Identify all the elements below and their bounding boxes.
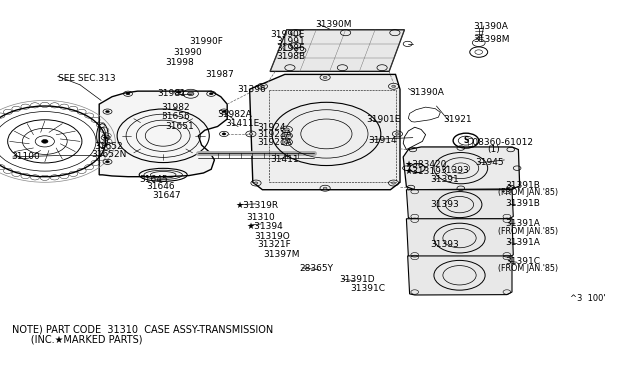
Circle shape xyxy=(323,76,327,78)
Text: 31393: 31393 xyxy=(430,200,459,209)
Text: 3198B: 3198B xyxy=(276,52,306,61)
Text: 31990: 31990 xyxy=(173,48,202,57)
Circle shape xyxy=(106,161,109,163)
Text: 31901E: 31901E xyxy=(366,115,401,124)
Text: 31393: 31393 xyxy=(430,240,459,249)
Text: 31987: 31987 xyxy=(205,70,234,79)
Polygon shape xyxy=(270,30,404,71)
Text: SEE SEC.313: SEE SEC.313 xyxy=(58,74,115,83)
Text: 31990F: 31990F xyxy=(189,37,223,46)
Text: S: S xyxy=(463,136,468,145)
Circle shape xyxy=(410,164,425,173)
Text: 31924: 31924 xyxy=(257,123,286,132)
Text: 31982A: 31982A xyxy=(218,110,252,119)
Circle shape xyxy=(260,85,264,87)
Text: ^3  100': ^3 100' xyxy=(570,294,605,303)
Circle shape xyxy=(126,93,130,95)
Text: 倃08360-61012: 倃08360-61012 xyxy=(467,138,533,147)
Circle shape xyxy=(254,182,258,184)
Text: 31646: 31646 xyxy=(146,182,175,191)
Text: 31998: 31998 xyxy=(165,58,194,67)
Text: 31390M: 31390M xyxy=(315,20,351,29)
Circle shape xyxy=(177,91,181,93)
Text: ★383420: ★383420 xyxy=(404,160,447,169)
Text: 31921A: 31921A xyxy=(257,130,292,139)
Polygon shape xyxy=(408,256,512,295)
Text: 31990E: 31990E xyxy=(270,31,305,39)
Polygon shape xyxy=(403,147,520,190)
Polygon shape xyxy=(250,74,400,190)
Circle shape xyxy=(323,187,327,189)
Text: 31391: 31391 xyxy=(430,175,459,184)
Circle shape xyxy=(104,137,108,139)
Polygon shape xyxy=(406,190,513,219)
Circle shape xyxy=(392,182,396,184)
Text: 31100: 31100 xyxy=(12,153,40,161)
Text: 31391B: 31391B xyxy=(506,199,540,208)
Text: 31921: 31921 xyxy=(443,115,472,124)
Text: 31651: 31651 xyxy=(165,122,194,131)
Circle shape xyxy=(284,128,289,131)
Text: ★31319: ★31319 xyxy=(404,167,442,176)
Text: 31393: 31393 xyxy=(440,166,469,175)
Text: 31981: 31981 xyxy=(157,89,186,98)
Text: 31652N: 31652N xyxy=(91,150,126,159)
Circle shape xyxy=(249,133,253,135)
Text: 31398M: 31398M xyxy=(474,35,510,44)
Text: 31647: 31647 xyxy=(152,191,181,200)
Text: ★31319R: ★31319R xyxy=(236,201,278,210)
Circle shape xyxy=(392,85,396,87)
Circle shape xyxy=(42,140,48,143)
Text: (1): (1) xyxy=(488,145,500,154)
Text: 31310: 31310 xyxy=(246,213,275,222)
Circle shape xyxy=(188,92,194,96)
Circle shape xyxy=(222,133,226,135)
Circle shape xyxy=(284,134,289,137)
Text: 31390A: 31390A xyxy=(474,22,508,31)
Circle shape xyxy=(106,110,109,113)
Text: 31652: 31652 xyxy=(95,142,124,151)
Text: 31921A: 31921A xyxy=(257,138,292,147)
Text: 31397M: 31397M xyxy=(264,250,300,259)
Text: 31391A: 31391A xyxy=(506,238,540,247)
Text: 31321F: 31321F xyxy=(257,240,291,249)
Text: 31982: 31982 xyxy=(161,103,190,112)
Text: 31391B: 31391B xyxy=(506,181,540,190)
Text: 31411E: 31411E xyxy=(225,119,260,128)
Text: (INC.★MARKED PARTS): (INC.★MARKED PARTS) xyxy=(12,334,142,344)
Text: NOTE) PART CODE  31310  CASE ASSY-TRANSMISSION: NOTE) PART CODE 31310 CASE ASSY-TRANSMIS… xyxy=(12,324,273,334)
Circle shape xyxy=(209,93,213,95)
Circle shape xyxy=(396,133,399,135)
Circle shape xyxy=(222,110,226,113)
Text: 31391C: 31391C xyxy=(351,284,386,293)
Text: 31391D: 31391D xyxy=(339,275,375,284)
Text: 31991: 31991 xyxy=(276,37,305,46)
Text: (FROM JAN.'85): (FROM JAN.'85) xyxy=(498,264,558,273)
Text: 31391C: 31391C xyxy=(506,257,541,266)
Text: (FROM JAN.'85): (FROM JAN.'85) xyxy=(498,227,558,236)
Text: 31986: 31986 xyxy=(276,44,305,53)
Polygon shape xyxy=(406,219,513,257)
Text: 31396: 31396 xyxy=(237,85,266,94)
Text: 31914: 31914 xyxy=(368,136,397,145)
Text: 31319O: 31319O xyxy=(255,232,291,241)
Text: ★31394: ★31394 xyxy=(246,222,283,231)
Text: 31656: 31656 xyxy=(161,112,190,121)
Text: 28365Y: 28365Y xyxy=(300,264,333,273)
Text: 31645: 31645 xyxy=(140,175,168,184)
Text: 31945: 31945 xyxy=(475,158,504,167)
Text: (FROM JAN.'85): (FROM JAN.'85) xyxy=(498,188,558,197)
Text: 31411: 31411 xyxy=(270,155,299,164)
Text: 31390A: 31390A xyxy=(410,88,444,97)
Circle shape xyxy=(284,141,289,144)
Polygon shape xyxy=(99,91,227,177)
Text: 31391A: 31391A xyxy=(506,219,540,228)
